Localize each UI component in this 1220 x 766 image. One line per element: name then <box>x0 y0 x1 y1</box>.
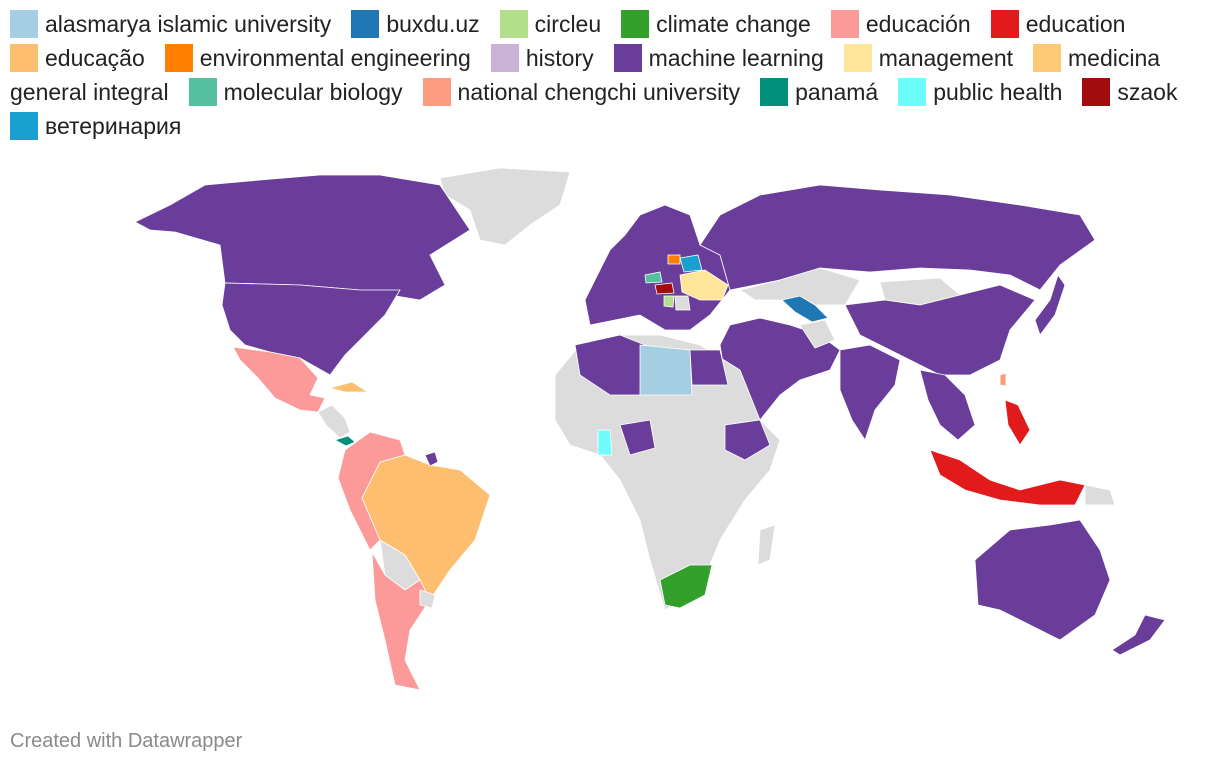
legend-item: ветеринария <box>10 112 181 140</box>
legend-swatch <box>422 78 451 106</box>
map-legend: alasmarya islamic university buxdu.uz circ… <box>10 10 1210 140</box>
region-uzbekistan[interactable] <box>781 295 829 323</box>
region-usa[interactable] <box>221 282 401 376</box>
legend-label: panamá <box>795 79 879 105</box>
legend-item: medicina <box>1033 44 1160 72</box>
legend-item: education <box>990 10 1126 38</box>
region-philippines[interactable] <box>1004 399 1031 446</box>
legend-swatch <box>499 10 528 38</box>
legend-swatch <box>613 44 642 72</box>
legend-item: national chengchi university <box>422 78 741 106</box>
legend-item: public health <box>898 78 1062 106</box>
legend-item: management <box>843 44 1013 72</box>
legend-label: public health <box>933 79 1063 105</box>
region-central-america[interactable] <box>317 404 351 439</box>
region-indonesia[interactable] <box>929 449 1086 506</box>
legend-swatch <box>10 44 38 72</box>
region-china[interactable] <box>844 284 1036 376</box>
credit-text: Created with Datawrapper <box>10 730 243 752</box>
legend-label: climate change <box>656 11 811 37</box>
legend-item: environmental engineering <box>164 44 471 72</box>
region-uruguay[interactable] <box>419 589 436 609</box>
legend-swatch <box>830 10 859 38</box>
legend-label: national chengchi university <box>457 79 741 105</box>
region-belarus[interactable] <box>679 254 703 273</box>
region-mexico[interactable] <box>232 346 326 413</box>
legend-item: machine learning <box>613 44 824 72</box>
region-canada-alaska[interactable] <box>134 174 471 301</box>
region-guianas[interactable] <box>424 451 439 467</box>
region-balkans[interactable] <box>674 295 691 311</box>
legend-item: history <box>490 44 594 72</box>
legend-label: history <box>525 45 594 71</box>
legend-swatch <box>188 78 217 106</box>
legend-label: alasmarya islamic university <box>45 11 332 37</box>
region-ethiopia[interactable] <box>724 419 771 461</box>
legend-item: circleu <box>499 10 602 38</box>
region-czechia[interactable] <box>644 271 663 284</box>
legend-label: molecular biology <box>223 79 403 105</box>
legend-label: management <box>878 45 1013 71</box>
region-south-africa[interactable] <box>659 564 713 609</box>
legend-label: education <box>1025 11 1126 37</box>
region-india[interactable] <box>839 344 901 441</box>
region-australia[interactable] <box>974 519 1111 641</box>
legend-label: general integral <box>10 79 169 105</box>
legend-swatch <box>1082 78 1111 106</box>
legend-item: educación <box>830 10 971 38</box>
legend-item: climate change <box>621 10 811 38</box>
region-madagascar[interactable] <box>757 524 776 566</box>
legend-swatch <box>351 10 380 38</box>
region-egypt[interactable] <box>689 349 729 386</box>
region-europe[interactable] <box>584 204 731 331</box>
region-ghana[interactable] <box>597 429 613 456</box>
region-panama[interactable] <box>333 435 356 447</box>
legend-label: environmental engineering <box>199 45 471 71</box>
region-serbia[interactable] <box>663 295 675 308</box>
legend-label: buxdu.uz <box>386 11 480 37</box>
region-argentina-chile[interactable] <box>371 551 431 691</box>
legend-swatch <box>164 44 193 72</box>
legend-swatch <box>760 78 789 106</box>
region-japan[interactable] <box>1034 274 1066 336</box>
legend-item: molecular biology <box>188 78 403 106</box>
region-hungary[interactable] <box>654 282 675 295</box>
region-ukraine[interactable] <box>679 269 729 301</box>
region-andean[interactable] <box>337 431 406 551</box>
region-greenland[interactable] <box>439 167 571 246</box>
legend-label: educação <box>45 45 145 71</box>
region-nigeria[interactable] <box>619 419 656 456</box>
legend-swatch <box>843 44 872 72</box>
legend-swatch <box>490 44 519 72</box>
region-libya[interactable] <box>639 344 693 396</box>
legend-item: buxdu.uz <box>351 10 480 38</box>
legend-item: panamá <box>760 78 878 106</box>
legend-item: general integral <box>10 78 169 106</box>
legend-label: educación <box>865 11 971 37</box>
legend-item: alasmarya islamic university <box>10 10 331 38</box>
region-papua[interactable] <box>1084 484 1116 506</box>
legend-swatch <box>10 10 38 38</box>
region-indochina[interactable] <box>919 369 976 441</box>
region-new-zealand[interactable] <box>1111 614 1166 656</box>
legend-label: szaok <box>1117 79 1178 105</box>
legend-item: szaok <box>1082 78 1177 106</box>
legend-swatch <box>990 10 1019 38</box>
legend-swatch <box>898 78 927 106</box>
region-lithuania[interactable] <box>667 254 681 265</box>
region-russia[interactable] <box>699 184 1096 291</box>
legend-label: ветеринария <box>45 113 182 139</box>
legend-label: medicina <box>1068 45 1161 71</box>
legend-label: machine learning <box>648 45 824 71</box>
region-cuba[interactable] <box>328 381 370 393</box>
region-taiwan[interactable] <box>999 372 1007 387</box>
legend-item: educação <box>10 44 145 72</box>
legend-swatch <box>10 112 38 140</box>
legend-label: circleu <box>534 11 602 37</box>
region-africa[interactable] <box>554 334 781 611</box>
legend-swatch <box>621 10 650 38</box>
region-afghanistan[interactable] <box>799 319 836 349</box>
world-choropleth-map <box>134 167 1166 691</box>
legend-swatch <box>1033 44 1061 72</box>
